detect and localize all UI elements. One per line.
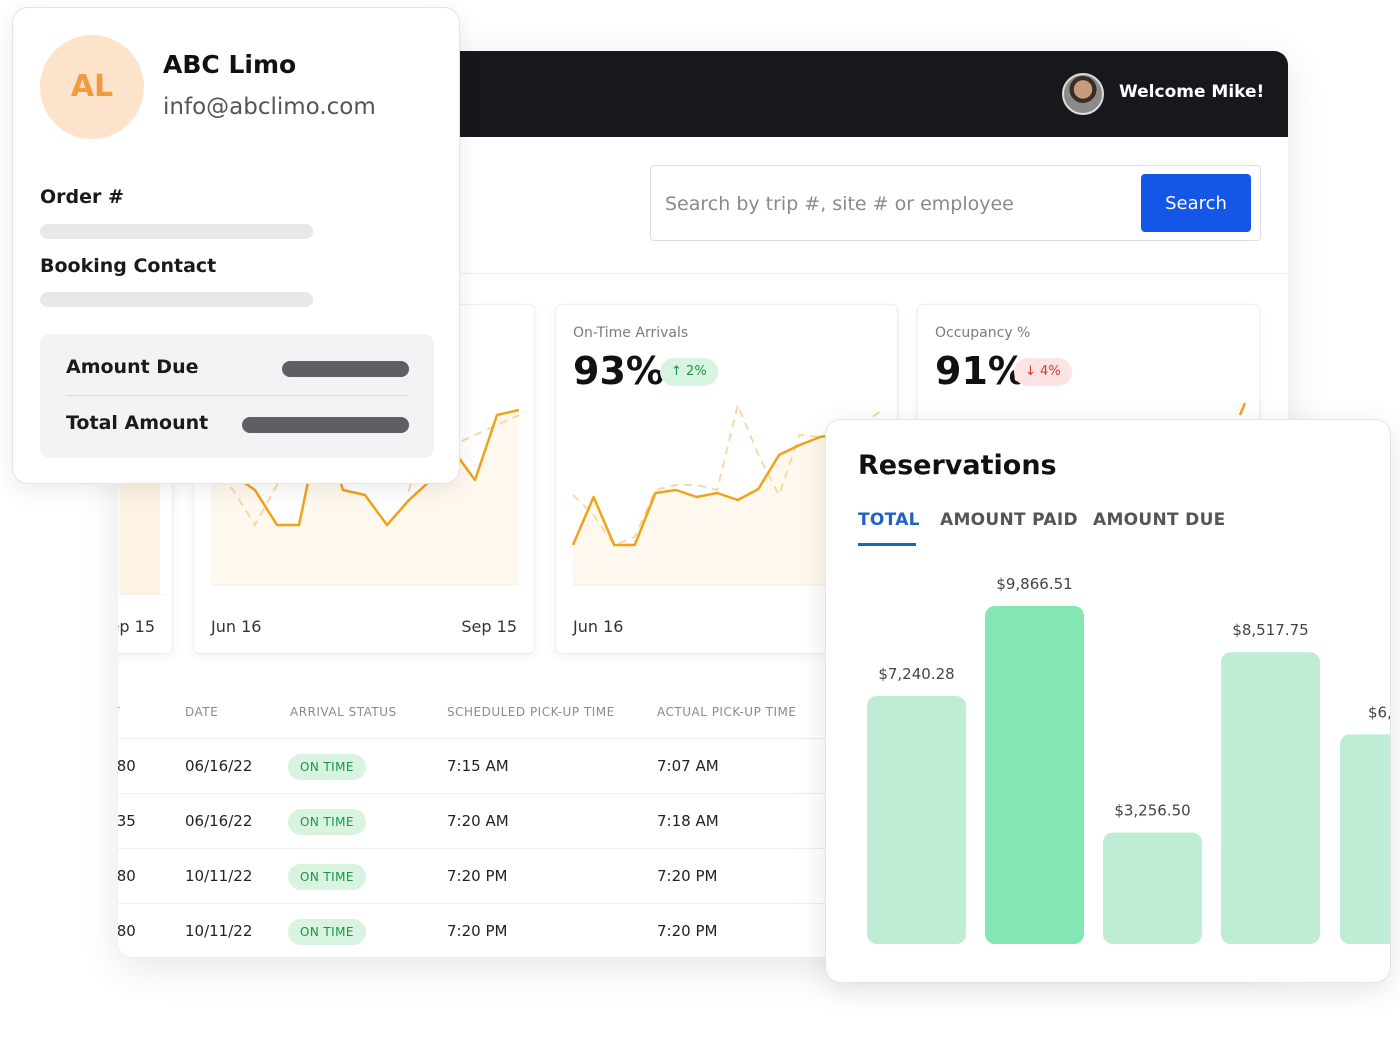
- reservation-bar-label: $9,866.51: [996, 575, 1072, 593]
- company-name: ABC Limo: [163, 50, 297, 79]
- reservation-bar-label: $6,12: [1368, 703, 1391, 721]
- card2-axis-end: Sep 15: [461, 617, 517, 636]
- table-header-arrival-status[interactable]: ARRIVAL STATUS: [290, 705, 397, 719]
- status-badge: ON TIME: [288, 754, 366, 780]
- status-badge: ON TIME: [288, 864, 366, 890]
- reservations-card: Reservations TOTAL AMOUNT PAID AMOUNT DU…: [825, 419, 1391, 983]
- occupancy-delta: 4%: [1040, 364, 1061, 379]
- company-avatar: AL: [40, 35, 144, 139]
- order-label: Order #: [40, 186, 124, 208]
- tab-amount-due[interactable]: AMOUNT DUE: [1093, 510, 1226, 530]
- tab-amount-paid[interactable]: AMOUNT PAID: [940, 510, 1078, 530]
- amounts-divider: [66, 395, 409, 396]
- card2-chart: [210, 408, 520, 586]
- series-area: [573, 420, 882, 585]
- series-line-comparison: [210, 412, 520, 527]
- card1-chart: [119, 465, 174, 595]
- tab-total[interactable]: TOTAL: [858, 510, 920, 530]
- status-badge: ON TIME: [288, 919, 366, 945]
- ontime-title: On-Time Arrivals: [573, 325, 689, 341]
- occupancy-title: Occupancy %: [935, 325, 1031, 341]
- reservations-title: Reservations: [858, 450, 1057, 481]
- cell-scheduled: 7:20 PM: [447, 922, 508, 940]
- card3-axis-start: Jun 16: [573, 617, 624, 636]
- occupancy-chart: [1238, 402, 1247, 416]
- series-area: [211, 410, 519, 585]
- cell-actual: 7:20 PM: [657, 867, 718, 885]
- cell-amount: .80: [118, 867, 136, 885]
- reservation-bar-label: $7,240.28: [878, 665, 954, 683]
- ontime-value: 93%: [573, 349, 664, 393]
- cell-date: 10/11/22: [185, 922, 253, 940]
- occupancy-value: 91%: [935, 349, 1026, 393]
- table-row[interactable]: .80 10/11/22 ON TIME 7:20 PM 7:20 PM: [118, 848, 1288, 903]
- amount-due-label: Amount Due: [66, 356, 199, 378]
- card1-axis-end: Sep 15: [118, 617, 155, 636]
- total-amount-placeholder: [242, 417, 409, 433]
- search-input[interactable]: [665, 184, 1125, 224]
- cell-amount: .80: [118, 922, 136, 940]
- cell-amount: .80: [118, 757, 136, 775]
- table-row[interactable]: .35 06/16/22 ON TIME 7:20 AM 7:18 AM: [118, 793, 1288, 848]
- table-header-date[interactable]: DATE: [185, 705, 219, 719]
- order-placeholder: [40, 224, 313, 239]
- arrow-down-icon: ↓: [1025, 364, 1036, 379]
- card1-area: [119, 465, 160, 595]
- reservation-bar: [1340, 734, 1390, 944]
- cell-actual: 7:20 PM: [657, 922, 718, 940]
- reservation-bar: [1221, 652, 1320, 944]
- user-avatar[interactable]: [1062, 73, 1104, 115]
- booking-contact-label: Booking Contact: [40, 255, 217, 277]
- cell-scheduled: 7:20 AM: [447, 812, 509, 830]
- booking-contact-placeholder: [40, 292, 313, 307]
- search-bar: Search: [650, 165, 1261, 241]
- series-line: [210, 408, 520, 527]
- table-header-actual[interactable]: ACTUAL PICK-UP TIME: [657, 705, 797, 719]
- reservations-bar-chart: $7,240.28 $9,866.51 $3,256.50 $8,517.75 $6,1…: [867, 575, 1391, 944]
- arrow-up-icon: ↑: [671, 364, 682, 379]
- table-row[interactable]: .80 10/11/22 ON TIME 7:20 PM 7:20 PM: [118, 903, 1288, 957]
- card2-axis-start: Jun 16: [211, 617, 262, 636]
- table-header-partial: T: [118, 705, 120, 719]
- cell-scheduled: 7:20 PM: [447, 867, 508, 885]
- table-row[interactable]: .80 06/16/22 ON TIME 7:15 AM 7:07 AM: [118, 738, 1288, 793]
- total-amount-label: Total Amount: [66, 412, 209, 434]
- cell-date: 06/16/22: [185, 757, 253, 775]
- ontime-delta: 2%: [686, 364, 707, 379]
- amounts-panel: Amount Due Total Amount: [40, 334, 434, 458]
- reservation-bar-label: $3,256.50: [1114, 801, 1190, 819]
- header-divider: [118, 273, 1288, 274]
- cell-actual: 7:07 AM: [657, 757, 719, 775]
- cell-amount: .35: [118, 812, 136, 830]
- cell-scheduled: 7:15 AM: [447, 757, 509, 775]
- company-email[interactable]: info@abclimo.com: [163, 94, 376, 120]
- company-card: AL ABC Limo info@abclimo.com Order # Boo…: [12, 7, 460, 484]
- cell-date: 06/16/22: [185, 812, 253, 830]
- active-tab-indicator: [858, 543, 916, 546]
- cell-date: 10/11/22: [185, 867, 253, 885]
- table-header-scheduled[interactable]: SCHEDULED PICK-UP TIME: [447, 705, 615, 719]
- ontime-delta-badge: ↑ 2%: [660, 358, 718, 386]
- reservation-bar: [867, 695, 966, 944]
- occupancy-line: [1238, 402, 1247, 416]
- amount-due-placeholder: [282, 361, 409, 377]
- status-badge: ON TIME: [288, 809, 366, 835]
- reservation-bar: [1103, 832, 1202, 944]
- reservation-bar-label: $8,517.75: [1232, 621, 1308, 639]
- welcome-text: Welcome Mike!: [1119, 82, 1265, 102]
- reservation-bar: [985, 606, 1084, 944]
- cell-actual: 7:18 AM: [657, 812, 719, 830]
- search-button[interactable]: Search: [1141, 174, 1251, 232]
- occupancy-delta-badge: ↓ 4%: [1014, 358, 1072, 386]
